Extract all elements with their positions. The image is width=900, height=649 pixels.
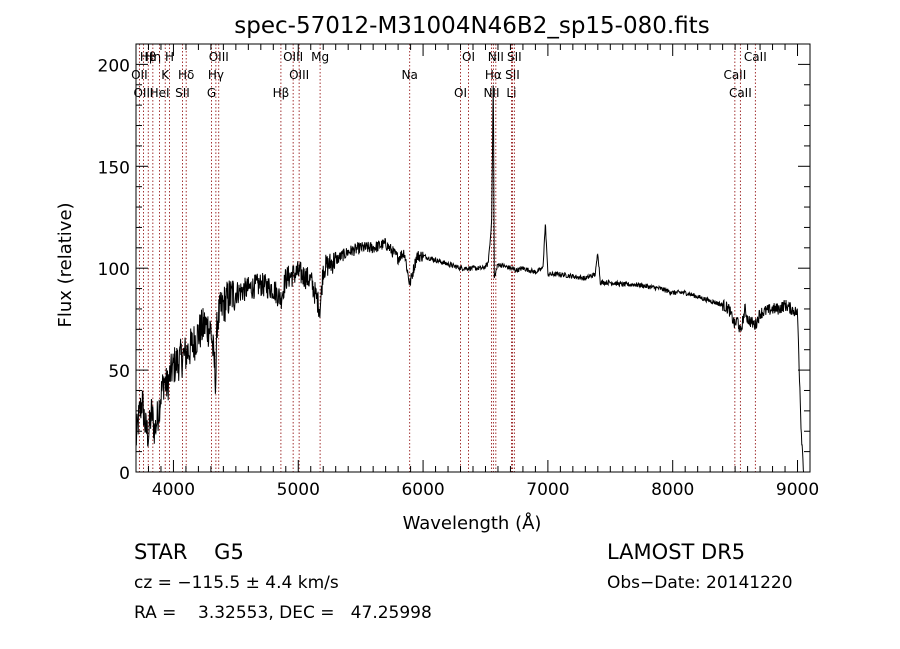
marker-label: Hβ <box>273 86 290 100</box>
x-tick-label: 4000 <box>152 480 195 500</box>
redshift-velocity: cz = −115.5 ± 4.4 km/s <box>134 573 339 593</box>
marker-label: H <box>165 50 174 64</box>
marker-label: Hδ <box>178 68 194 82</box>
marker-label: OIII <box>133 86 153 100</box>
coordinates: RA = 3.32553, DEC = 47.25998 <box>134 603 432 623</box>
marker-label: HeI <box>150 86 170 100</box>
marker-label: CaII <box>744 50 767 64</box>
x-tick-label: 9000 <box>776 480 819 500</box>
marker-label: G <box>207 86 216 100</box>
x-tick-label: 5000 <box>277 480 320 500</box>
marker-label: SII <box>507 50 522 64</box>
marker-label: OIII <box>289 68 309 82</box>
marker-label: OI <box>454 86 467 100</box>
x-axis-label: Wavelength (Å) <box>403 512 542 534</box>
x-tick-label: 6000 <box>401 480 444 500</box>
marker-label: Hβ <box>140 50 157 64</box>
marker-label: SII <box>175 86 190 100</box>
marker-label: OII <box>131 68 148 82</box>
observation-date: Obs−Date: 20141220 <box>607 573 793 593</box>
y-tick-label: 0 <box>119 464 130 484</box>
marker-label: Mg <box>311 50 329 64</box>
marker-label: NII <box>483 86 499 100</box>
marker-label: OIII <box>209 50 229 64</box>
marker-label: SII <box>505 68 520 82</box>
x-tick-label: 8000 <box>651 480 694 500</box>
y-axis-label: Flux (relative) <box>55 202 76 327</box>
y-tick-label: 50 <box>108 362 130 382</box>
spectrum-series <box>135 85 805 473</box>
marker-label: Hγ <box>208 68 224 82</box>
marker-label: OI <box>462 50 475 64</box>
chart-title: spec-57012-M31004N46B2_sp15-080.fits <box>234 13 709 39</box>
y-tick-label: 200 <box>98 56 130 76</box>
axes: 4000 5000 6000 7000 8000 9000 0 50 100 150 200 <box>98 44 819 500</box>
spectrum-line <box>135 85 805 473</box>
marker-label: Li <box>506 86 516 100</box>
survey-name: LAMOST DR5 <box>607 540 746 564</box>
marker-label: OIII <box>283 50 303 64</box>
marker-label: CaII <box>723 68 746 82</box>
line-markers: Hβ OII OIII Hη K HeI H Hδ SII OIII Hγ G OIII OIII Hβ Mg… <box>131 44 767 472</box>
marker-label: CaII <box>729 86 752 100</box>
object-class: STAR G5 <box>134 540 244 564</box>
plot-frame <box>135 43 811 473</box>
marker-label: Hα <box>485 68 502 82</box>
marker-label: Na <box>402 68 418 82</box>
marker-label: NII <box>488 50 504 64</box>
marker-label: Hη <box>145 50 162 64</box>
marker-label: K <box>161 68 170 82</box>
y-tick-label: 100 <box>98 260 130 280</box>
y-tick-label: 150 <box>98 158 130 178</box>
x-tick-label: 7000 <box>526 480 569 500</box>
